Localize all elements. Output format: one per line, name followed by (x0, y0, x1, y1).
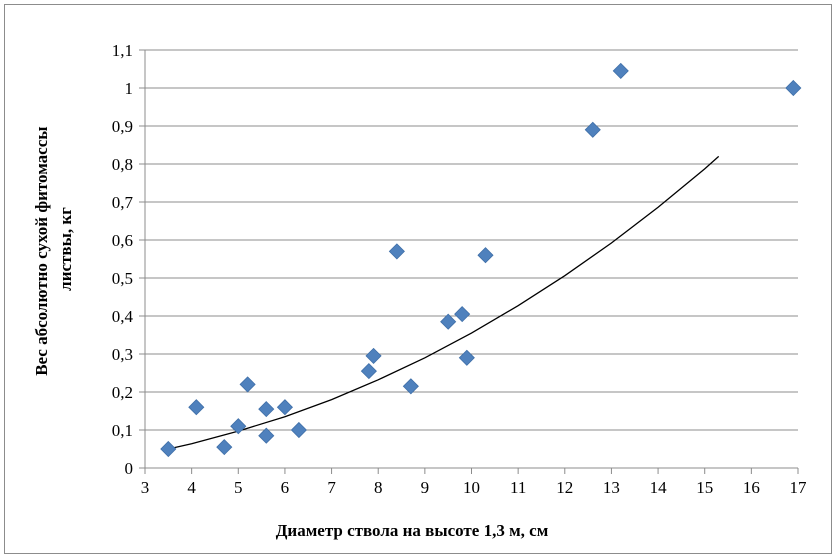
data-point-1 (188, 399, 205, 416)
grid-layer (145, 49, 798, 431)
scatter-chart: 0 0,1 0,2 0,3 0,4 0,5 0,6 0,7 0,8 0,9 1 1,1 3 4 5 6 7 8 9… (32, 41, 807, 540)
y-tick-label: 0,5 (112, 269, 133, 288)
x-tick-label: 4 (187, 478, 196, 497)
y-tick-label: 0,8 (112, 155, 133, 174)
y-tick-label: 0 (125, 459, 134, 478)
x-tick-label: 15 (696, 478, 713, 497)
y-tick-labels: 0 0,1 0,2 0,3 0,4 0,5 0,6 0,7 0,8 0,9 1 1,1 (112, 41, 134, 478)
x-tick-label: 8 (374, 478, 383, 497)
data-point-3 (230, 418, 247, 435)
data-point-7 (276, 399, 293, 416)
x-tick-label: 11 (510, 478, 526, 497)
x-tick-label: 6 (281, 478, 290, 497)
data-point-19 (785, 79, 802, 97)
data-point-6 (258, 427, 275, 444)
trendline-layer (168, 155, 720, 450)
axis-layer (139, 49, 799, 474)
data-point-14 (454, 306, 471, 323)
x-tick-label: 9 (421, 478, 430, 497)
chart-frame: 0 0,1 0,2 0,3 0,4 0,5 0,6 0,7 0,8 0,9 1 1,1 3 4 5 6 7 8 9… (4, 4, 832, 554)
x-tick-label: 12 (556, 478, 573, 497)
data-point-15 (458, 349, 475, 366)
x-tick-label: 7 (327, 478, 336, 497)
x-tick-label: 17 (790, 478, 808, 497)
data-point-2 (216, 439, 233, 456)
y-axis-title: Вес абсолютно сухой фитомассы листвы, кг (32, 122, 75, 376)
data-point-0 (160, 440, 177, 458)
data-points (160, 62, 802, 458)
data-point-4 (239, 376, 256, 393)
data-point-18 (612, 62, 629, 79)
x-tick-label: 14 (650, 478, 668, 497)
y-tick-label: 0,4 (112, 307, 134, 326)
y-axis-title-line-2: листвы, кг (56, 207, 75, 291)
data-point-11 (388, 243, 405, 260)
y-tick-label: 0,1 (112, 421, 133, 440)
data-point-12 (402, 378, 419, 395)
x-tick-label: 10 (463, 478, 480, 497)
x-tick-label: 13 (603, 478, 620, 497)
y-tick-label: 0,7 (112, 193, 134, 212)
y-tick-label: 0,6 (112, 231, 133, 250)
x-tick-label: 16 (743, 478, 760, 497)
x-tick-labels: 3 4 5 6 7 8 9 10 11 12 13 14 15 16 17 (141, 478, 807, 497)
y-tick-label: 0,2 (112, 383, 133, 402)
trendline (168, 155, 720, 450)
y-tick-label: 1 (125, 79, 134, 98)
data-point-10 (365, 347, 382, 364)
data-point-17 (584, 121, 601, 138)
data-point-16 (477, 247, 494, 264)
data-point-13 (440, 313, 457, 330)
y-tick-label: 0,3 (112, 345, 133, 364)
y-axis-title-line-1: Вес абсолютно сухой фитомассы (32, 126, 51, 375)
y-tick-label: 0,9 (112, 117, 133, 136)
data-point-8 (290, 421, 307, 439)
data-point-5 (258, 401, 275, 418)
x-tick-label: 5 (234, 478, 243, 497)
data-point-9 (360, 363, 377, 380)
y-tick-label: 1,1 (112, 41, 133, 60)
x-axis-title: Диаметр ствола на высоте 1,3 м, см (276, 521, 549, 540)
x-tick-label: 3 (141, 478, 150, 497)
